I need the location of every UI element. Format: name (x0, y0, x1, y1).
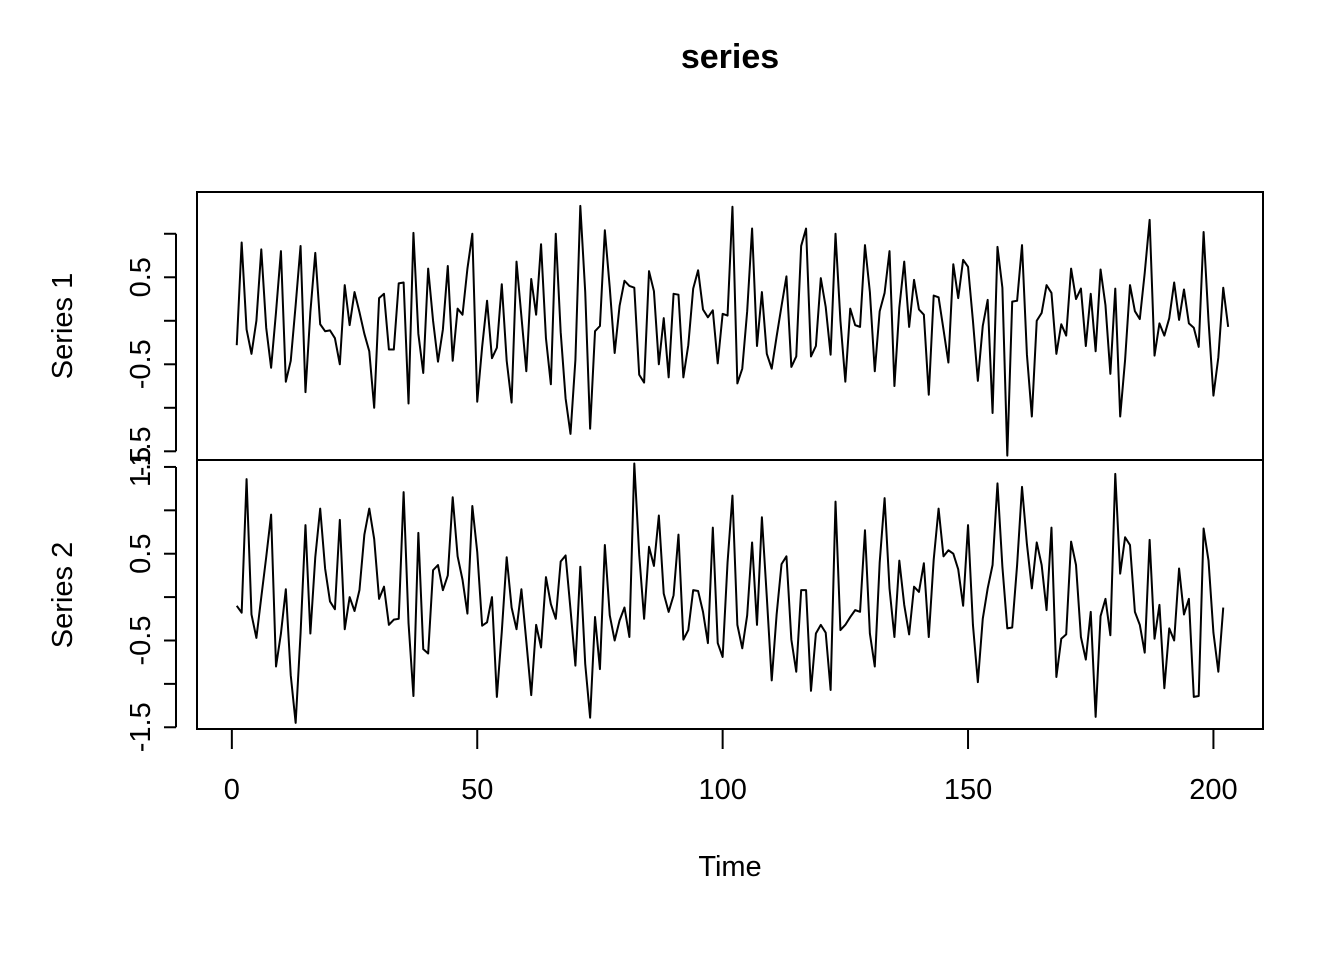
y-tick-label-series-2: 1.5 (125, 447, 157, 487)
x-tick-label: 50 (461, 774, 493, 806)
chart-title: series (681, 38, 779, 76)
y-tick-label-series-2: -0.5 (125, 615, 157, 665)
y-tick-label-series-1: -1.5 (125, 426, 157, 476)
chart-marks: -1.5 -0.5 0.5 -1.5 -0.5 0.5 1.5 0 50 100 150 200 (125, 204, 1238, 806)
x-tick-label: 200 (1189, 774, 1237, 806)
series-line-2 (235, 462, 1225, 724)
x-tick-label: 0 (224, 774, 240, 806)
y-tick-label-series-1: 0.5 (125, 257, 157, 297)
panel-frame-series-1 (196, 191, 1264, 461)
y-axis-label-series-2: Series 2 (47, 542, 79, 648)
x-axis-label: Time (698, 851, 761, 883)
series-line-1 (235, 204, 1230, 457)
x-tick-label: 150 (944, 774, 992, 806)
y-tick-label-series-2: -1.5 (125, 702, 157, 752)
panel-frame-series-2 (196, 459, 1264, 730)
y-tick-label-series-1: -0.5 (125, 339, 157, 389)
y-tick-label-series-2: 0.5 (125, 534, 157, 574)
y-axis-label-series-1: Series 1 (47, 273, 79, 379)
x-tick-label: 100 (698, 774, 746, 806)
